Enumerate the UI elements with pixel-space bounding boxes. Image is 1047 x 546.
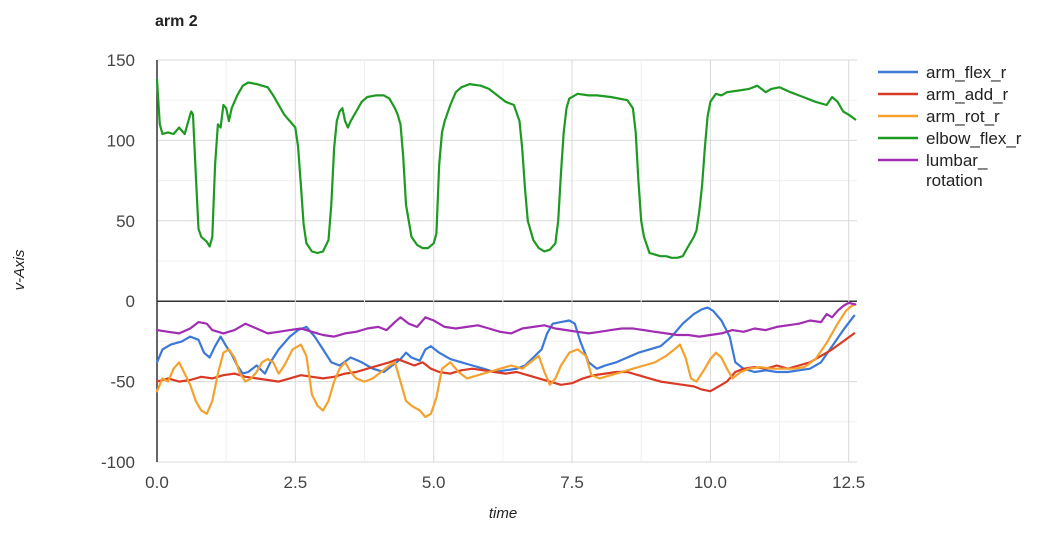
series-line-lumbar-rotation — [155, 301, 857, 338]
legend-label: elbow_flex_r — [926, 129, 1022, 148]
x-tick-label: 2.5 — [284, 473, 308, 492]
legend-item: elbow_flex_r — [878, 129, 1022, 148]
series-line-arm-rot-r — [155, 303, 857, 419]
x-tick-label: 10.0 — [694, 473, 727, 492]
y-axis-title: v-Axis — [11, 249, 28, 290]
chart-title: arm 2 — [155, 13, 198, 30]
y-tick-label: 50 — [116, 212, 135, 231]
legend-label: arm_flex_r — [926, 63, 1007, 82]
legend-item: arm_add_r — [878, 85, 1009, 104]
y-tick-label: 0 — [126, 292, 135, 311]
legend-label: rotation — [926, 171, 983, 190]
y-tick-label: 150 — [107, 51, 135, 70]
legend-label: arm_rot_r — [926, 107, 1000, 126]
series-line-arm-flex-r — [155, 306, 856, 375]
legend-item: arm_rot_r — [878, 107, 1000, 126]
axes: -100 -50 0 50 100 150 0.0 2.5 5.0 7.5 10.0 12.5 — [101, 51, 865, 492]
x-axis-title: time — [489, 505, 517, 522]
legend-item: lumbar_rotation — [878, 151, 988, 190]
x-tick-label: 0.0 — [145, 473, 169, 492]
legend-label: arm_add_r — [926, 85, 1009, 104]
series-line-arm-add-r — [155, 332, 856, 393]
series-lines — [155, 78, 857, 419]
x-tick-label: 12.5 — [832, 473, 865, 492]
series-line-elbow-flex-r — [155, 78, 857, 259]
y-tick-label: 100 — [107, 131, 135, 150]
legend: arm_flex_r arm_add_r arm_rot_r elbow_flex_r… — [878, 63, 1022, 190]
legend-item: arm_flex_r — [878, 63, 1007, 82]
x-tick-label: 5.0 — [422, 473, 446, 492]
y-tick-label: -100 — [101, 453, 135, 472]
x-tick-label: 7.5 — [560, 473, 584, 492]
legend-label: lumbar_ — [926, 151, 988, 170]
y-tick-label: -50 — [110, 373, 135, 392]
grid — [156, 59, 857, 463]
